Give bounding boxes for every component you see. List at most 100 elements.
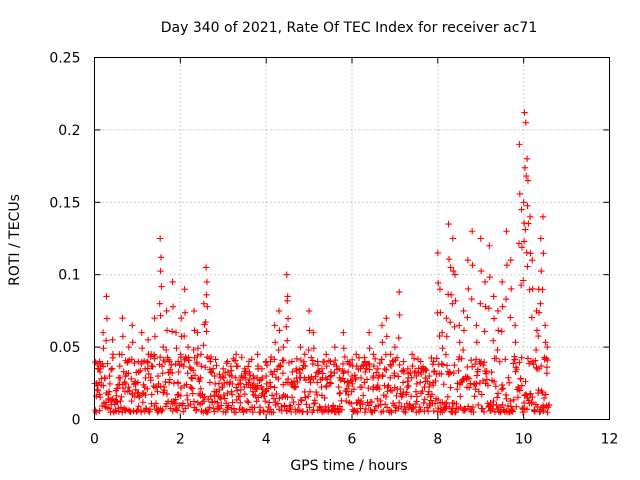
data-point bbox=[365, 384, 372, 392]
data-point bbox=[163, 307, 170, 315]
data-point bbox=[485, 305, 493, 312]
data-point bbox=[223, 379, 231, 386]
data-point bbox=[276, 394, 283, 402]
data-point bbox=[535, 309, 543, 316]
data-point bbox=[528, 314, 536, 321]
data-point bbox=[119, 409, 126, 416]
data-point bbox=[232, 374, 239, 381]
data-point bbox=[494, 390, 502, 397]
data-point bbox=[404, 365, 411, 373]
data-point bbox=[194, 352, 201, 360]
data-point bbox=[336, 374, 343, 382]
data-point bbox=[362, 365, 370, 372]
data-point bbox=[224, 390, 231, 397]
data-point bbox=[274, 366, 281, 373]
data-point bbox=[194, 345, 202, 352]
data-point bbox=[387, 351, 394, 358]
data-point bbox=[540, 250, 547, 257]
data-point bbox=[262, 388, 269, 395]
data-point bbox=[483, 376, 491, 383]
data-point bbox=[371, 407, 378, 414]
data-point bbox=[115, 374, 123, 381]
data-point bbox=[99, 360, 106, 368]
data-point bbox=[429, 379, 437, 386]
data-point bbox=[529, 285, 536, 293]
data-point bbox=[381, 365, 388, 373]
data-point bbox=[424, 407, 432, 415]
data-point bbox=[447, 291, 455, 299]
data-point bbox=[508, 285, 515, 293]
data-point bbox=[505, 379, 513, 387]
data-point bbox=[261, 393, 268, 400]
data-point bbox=[310, 345, 318, 352]
data-point bbox=[516, 387, 524, 394]
data-point bbox=[125, 383, 132, 391]
data-point bbox=[183, 381, 190, 388]
data-point bbox=[100, 345, 107, 352]
data-point bbox=[168, 328, 176, 335]
data-point bbox=[323, 351, 330, 358]
data-point bbox=[522, 378, 529, 385]
data-point bbox=[128, 397, 135, 405]
data-point bbox=[540, 394, 548, 402]
data-point bbox=[201, 364, 209, 371]
data-point bbox=[477, 267, 485, 275]
data-point bbox=[395, 334, 402, 342]
data-point bbox=[362, 368, 369, 376]
data-point bbox=[119, 384, 127, 392]
data-point bbox=[207, 353, 215, 361]
data-point bbox=[490, 315, 498, 322]
data-point bbox=[163, 390, 171, 398]
data-point bbox=[122, 372, 129, 380]
data-point bbox=[542, 355, 550, 362]
data-point bbox=[411, 368, 419, 375]
data-point bbox=[184, 369, 191, 377]
data-point bbox=[135, 368, 142, 376]
data-point bbox=[457, 393, 464, 400]
x-tick-labels: 0 2 4 6 8 10 12 bbox=[90, 432, 618, 448]
data-point bbox=[545, 401, 553, 409]
data-point bbox=[436, 285, 444, 293]
data-point bbox=[271, 356, 278, 363]
data-point bbox=[523, 406, 531, 413]
data-point bbox=[422, 374, 429, 382]
data-point bbox=[325, 403, 332, 411]
data-point bbox=[119, 314, 126, 322]
data-point bbox=[214, 399, 221, 406]
data-point bbox=[439, 361, 447, 368]
data-point bbox=[177, 314, 185, 322]
data-point bbox=[275, 375, 282, 383]
data-point bbox=[470, 408, 477, 416]
data-point bbox=[516, 359, 523, 366]
data-point bbox=[253, 385, 261, 393]
data-point bbox=[295, 401, 302, 408]
data-point bbox=[96, 368, 104, 376]
data-point bbox=[344, 379, 351, 386]
data-point bbox=[443, 362, 451, 369]
data-point bbox=[161, 386, 168, 394]
data-point bbox=[437, 309, 444, 316]
data-point bbox=[443, 399, 450, 406]
data-point bbox=[455, 356, 463, 363]
data-point bbox=[361, 358, 369, 365]
data-point bbox=[537, 300, 544, 307]
data-point bbox=[180, 362, 187, 370]
data-point bbox=[323, 362, 330, 370]
data-point bbox=[112, 397, 119, 405]
data-point bbox=[499, 303, 506, 310]
data-point bbox=[526, 213, 534, 220]
data-point bbox=[413, 380, 421, 388]
data-point bbox=[507, 397, 514, 405]
data-point bbox=[207, 393, 214, 400]
data-point bbox=[408, 351, 416, 358]
data-point bbox=[118, 393, 125, 400]
data-point bbox=[223, 360, 230, 367]
data-point bbox=[262, 372, 270, 380]
data-point bbox=[258, 365, 266, 373]
data-point bbox=[499, 401, 506, 408]
data-point bbox=[439, 345, 446, 352]
data-point bbox=[175, 368, 182, 376]
data-point bbox=[124, 358, 132, 365]
data-point bbox=[159, 369, 166, 377]
data-point bbox=[468, 295, 475, 303]
